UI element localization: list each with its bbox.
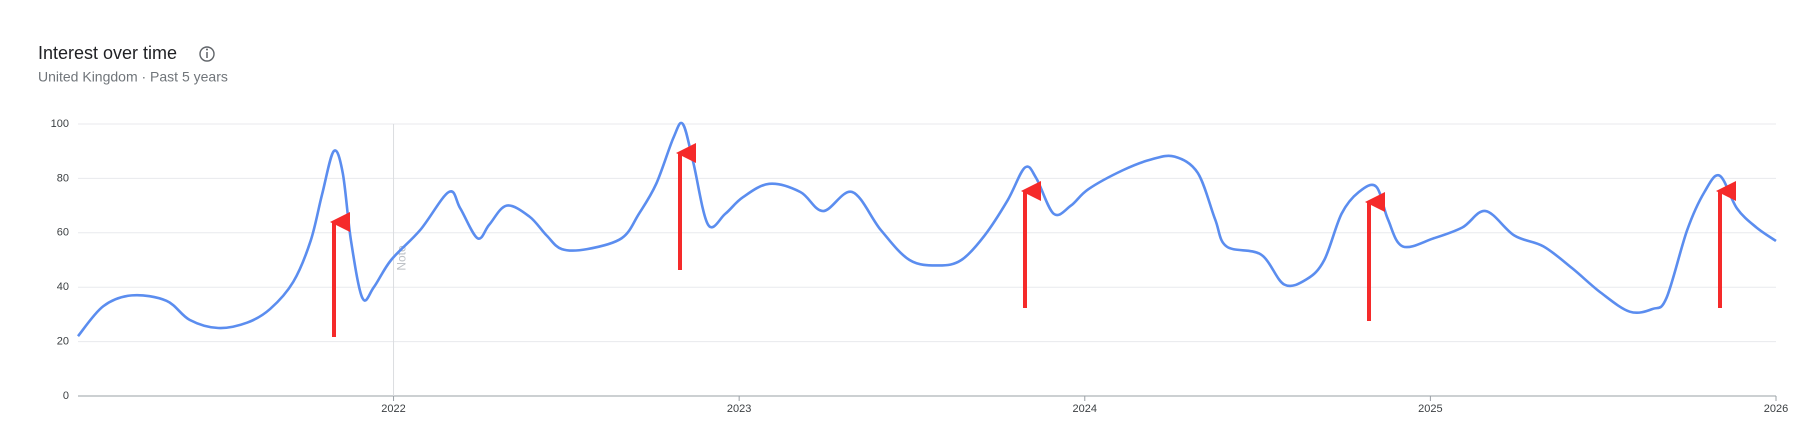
x-tick-label: 2025 bbox=[1418, 403, 1442, 415]
x-tick-label: 2022 bbox=[381, 403, 405, 415]
x-tick-label: 2026 bbox=[1764, 403, 1788, 415]
y-tick-label: 40 bbox=[57, 281, 69, 293]
y-tick-label: 100 bbox=[51, 118, 69, 130]
y-tick-label: 60 bbox=[57, 227, 69, 239]
y-tick-label: 20 bbox=[57, 336, 69, 348]
arrows bbox=[330, 143, 1736, 337]
chart-title: Interest over time bbox=[38, 43, 177, 63]
y-tick-label: 80 bbox=[57, 172, 69, 184]
info-icon[interactable] bbox=[199, 46, 215, 62]
series-line bbox=[76, 121, 1777, 337]
y-tick-label: 0 bbox=[63, 390, 69, 402]
x-tick-label: 2024 bbox=[1073, 403, 1097, 415]
chart-subtitle: United Kingdom · Past 5 years bbox=[38, 69, 228, 85]
x-tick-label: 2023 bbox=[727, 403, 751, 415]
